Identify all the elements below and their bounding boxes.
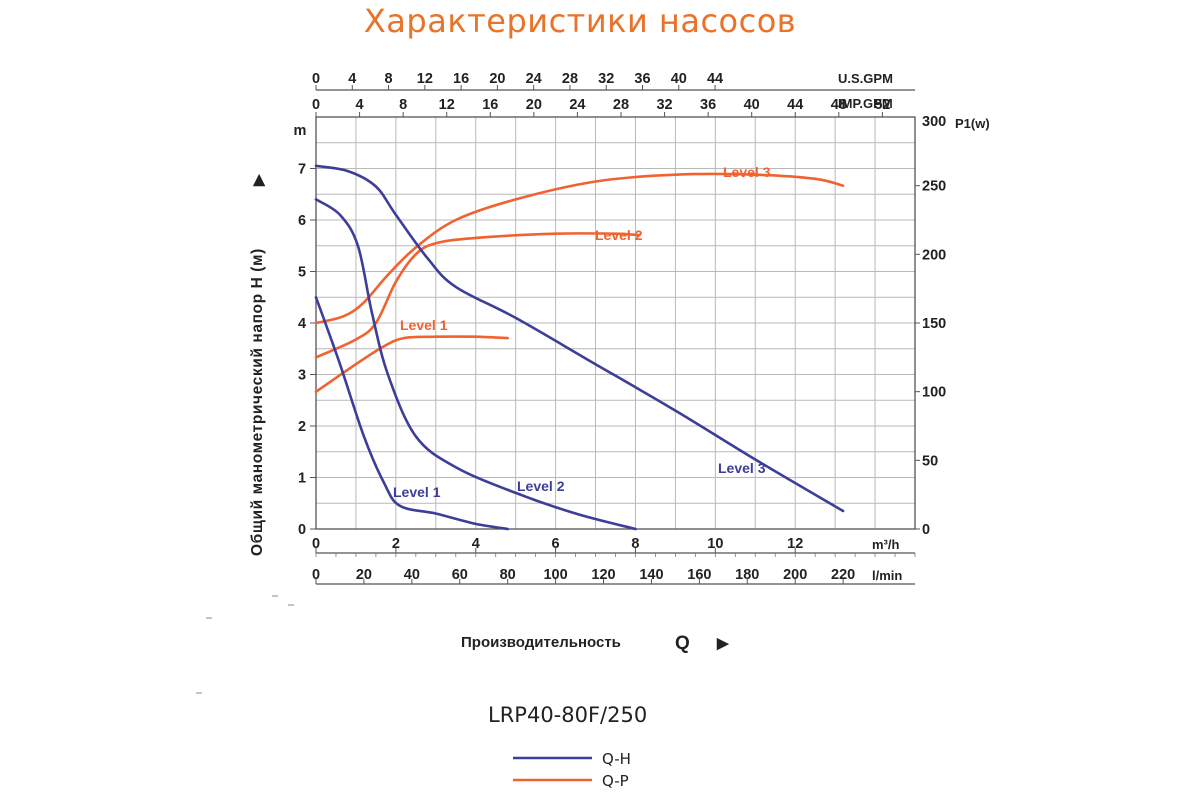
lmin-tick-label: 200: [783, 567, 807, 583]
power-tick-label: 250: [922, 179, 946, 195]
y-axis-title: Общий манометрический напор H (м) ▶: [249, 173, 267, 556]
head-unit-label: m: [294, 123, 307, 139]
curves: Level 1 Level 2 Level 3 Level 1 Level 2 Level…: [314, 164, 845, 531]
power-tick-label: 50: [922, 453, 938, 469]
power-tick-label: 200: [922, 247, 946, 263]
impgpm-tick-label: 28: [613, 97, 629, 113]
impgpm-tick-label: 20: [526, 97, 542, 113]
qp-series-label-3: Level 3: [723, 164, 771, 180]
legend-label-qp: Q-P: [602, 772, 629, 790]
m3h-tick-label: 4: [472, 536, 480, 552]
usgpm-tick-label: 24: [526, 71, 542, 87]
tick-labels: 0 4 8 12 16 20 24 28 32 36 40 440 4 8 12 16 20 24 28 32 36 40…: [298, 71, 946, 583]
lmin-tick-label: 160: [687, 567, 711, 583]
impgpm-tick-label: 52: [874, 97, 890, 113]
m3h-unit-label: m³/h: [872, 537, 900, 552]
impgpm-tick-label: 36: [700, 97, 716, 113]
x-axis-label: Производительность: [461, 634, 621, 651]
y-axis-label: Общий манометрический напор H (м): [249, 248, 266, 556]
qp-curve-2: [314, 232, 641, 359]
qp-curve-1: [314, 335, 509, 393]
lmin-tick-label: 120: [591, 567, 615, 583]
head-tick-label: 1: [298, 471, 306, 487]
power-unit-label: P1(w): [955, 116, 990, 131]
power-tick-label: 150: [922, 316, 946, 332]
impgpm-tick-label: 44: [787, 97, 803, 113]
x-axis-arrow: ▶: [716, 635, 730, 652]
usgpm-tick-label: 44: [707, 71, 723, 87]
impgpm-tick-label: 48: [831, 97, 847, 113]
head-tick-label: 3: [298, 368, 306, 384]
lmin-tick-label: 60: [452, 567, 468, 583]
impgpm-tick-label: 12: [439, 97, 455, 113]
lmin-tick-label: 220: [831, 567, 855, 583]
impgpm-tick-label: 4: [356, 97, 364, 113]
head-tick-label: 5: [298, 265, 306, 281]
lmin-unit-label: l/min: [872, 568, 902, 583]
lmin-tick-label: 0: [312, 567, 320, 583]
qp-curve-3: [314, 172, 845, 325]
qh-curve-1: [314, 296, 509, 531]
y-axis-arrow: ▶: [250, 173, 267, 187]
impgpm-tick-label: 24: [569, 97, 585, 113]
qp-series-label-1: Level 1: [400, 317, 448, 333]
page-title: Характеристики насосов: [363, 2, 797, 40]
power-tick-label: 100: [922, 385, 946, 401]
qh-series-label-2: Level 2: [517, 478, 565, 494]
lmin-tick-label: 40: [404, 567, 420, 583]
usgpm-tick-label: 36: [634, 71, 650, 87]
head-tick-label: 7: [298, 162, 306, 178]
usgpm-tick-label: 8: [385, 71, 393, 87]
m3h-tick-label: 8: [631, 536, 639, 552]
usgpm-unit-label: U.S.GPM: [838, 71, 893, 86]
usgpm-tick-label: 40: [671, 71, 687, 87]
lmin-tick-label: 100: [543, 567, 567, 583]
qh-series-label-3: Level 3: [718, 460, 766, 476]
m3h-tick-label: 2: [392, 536, 400, 552]
usgpm-tick-label: 32: [598, 71, 614, 87]
plot-frame: [310, 85, 920, 585]
impgpm-tick-label: 8: [399, 97, 407, 113]
head-tick-label: 2: [298, 419, 306, 435]
qh-curve-3: [314, 164, 845, 513]
m3h-tick-label: 10: [707, 536, 723, 552]
lmin-tick-label: 20: [356, 567, 372, 583]
lmin-tick-label: 80: [500, 567, 516, 583]
model-label: LRP40-80F/250: [488, 703, 647, 727]
qh-curve-2: [314, 198, 637, 531]
impgpm-tick-label: 0: [312, 97, 320, 113]
impgpm-unit-label: IMP.GPM: [838, 96, 893, 111]
head-tick-label: 6: [298, 213, 306, 229]
power-tick-label: 300: [922, 114, 946, 130]
usgpm-tick-label: 28: [562, 71, 578, 87]
impgpm-tick-label: 32: [656, 97, 672, 113]
x-axis-symbol: Q: [675, 633, 690, 654]
usgpm-tick-label: 16: [453, 71, 469, 87]
lmin-tick-label: 140: [639, 567, 663, 583]
qp-series-label-2: Level 2: [595, 227, 643, 243]
m3h-tick-label: 0: [312, 536, 320, 552]
m3h-tick-label: 12: [787, 536, 803, 552]
usgpm-tick-label: 20: [489, 71, 505, 87]
qh-series-label-1: Level 1: [393, 484, 441, 500]
power-tick-label: 0: [922, 522, 930, 538]
head-tick-label: 0: [298, 522, 306, 538]
head-tick-label: 4: [298, 316, 306, 332]
usgpm-tick-label: 4: [348, 71, 356, 87]
impgpm-tick-label: 40: [744, 97, 760, 113]
legend-label-qh: Q-H: [602, 750, 631, 768]
lmin-tick-label: 180: [735, 567, 759, 583]
m3h-tick-label: 6: [552, 536, 560, 552]
usgpm-tick-label: 0: [312, 71, 320, 87]
impgpm-tick-label: 16: [482, 97, 498, 113]
usgpm-tick-label: 12: [417, 71, 433, 87]
